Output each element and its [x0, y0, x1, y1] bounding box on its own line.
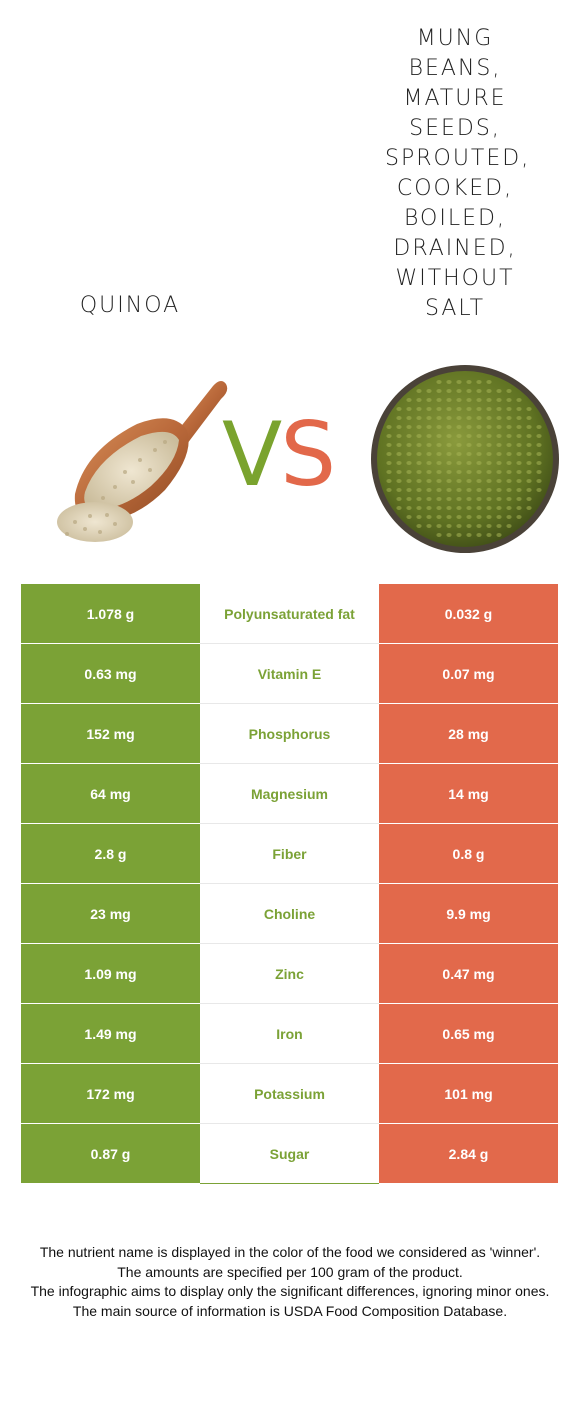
nutrient-name: Sugar [200, 1124, 379, 1184]
comparison-table: 1.078 g Polyunsaturated fat 0.032 g 0.63 mg… [21, 584, 558, 1184]
nutrient-name: Fiber [200, 824, 379, 884]
left-value: 0.63 mg [21, 644, 200, 704]
vs-v: V [222, 403, 282, 506]
right-value: 2.84 g [379, 1124, 558, 1184]
nutrient-name: Magnesium [200, 764, 379, 824]
nutrient-name: Zinc [200, 944, 379, 1004]
table-row: 1.49 mg Iron 0.65 mg [21, 1004, 558, 1064]
table-row: 1.078 g Polyunsaturated fat 0.032 g [21, 584, 558, 644]
left-value: 152 mg [21, 704, 200, 764]
nutrient-name: Iron [200, 1004, 379, 1064]
vs-label: VS [222, 403, 336, 506]
nutrient-name: Choline [200, 884, 379, 944]
footer-line-3: The infographic aims to display only the… [30, 1283, 550, 1299]
quinoa-scoop-icon [57, 380, 228, 542]
table-row: 2.8 g Fiber 0.8 g [21, 824, 558, 884]
mung-beans-bowl-icon [371, 365, 559, 553]
left-value: 1.078 g [21, 584, 200, 644]
table-row: 172 mg Potassium 101 mg [21, 1064, 558, 1124]
nutrient-name: Polyunsaturated fat [200, 584, 379, 644]
right-value: 0.07 mg [379, 644, 558, 704]
table-row: 152 mg Phosphorus 28 mg [21, 704, 558, 764]
left-value: 1.49 mg [21, 1004, 200, 1064]
table-row: 64 mg Magnesium 14 mg [21, 764, 558, 824]
footer-line-4: The main source of information is USDA F… [72, 1302, 508, 1319]
footer-line-2: The amounts are specified per 100 gram o… [117, 1263, 463, 1280]
table-row: 0.63 mg Vitamin E 0.07 mg [21, 644, 558, 704]
right-value: 0.65 mg [379, 1004, 558, 1064]
left-value: 23 mg [21, 884, 200, 944]
footer-line-1: The nutrient name is displayed in the co… [39, 1244, 541, 1260]
left-value: 2.8 g [21, 824, 200, 884]
right-value: 0.8 g [379, 824, 558, 884]
left-value: 64 mg [21, 764, 200, 824]
table-row: 1.09 mg Zinc 0.47 mg [21, 944, 558, 1004]
footer-notes: The nutrient name is displayed in the co… [20, 1243, 560, 1321]
vs-s: S [280, 403, 336, 506]
left-value: 1.09 mg [21, 944, 200, 1004]
table-row: 0.87 g Sugar 2.84 g [21, 1124, 558, 1184]
right-food-name: Mung beans, mature seeds, sprouted, cook… [385, 26, 531, 321]
right-value: 101 mg [379, 1064, 558, 1124]
table-row: 23 mg Choline 9.9 mg [21, 884, 558, 944]
right-value: 0.032 g [379, 584, 558, 644]
nutrient-name: Vitamin E [200, 644, 379, 704]
right-value: 0.47 mg [379, 944, 558, 1004]
left-food-name: Quinoa [79, 293, 181, 318]
nutrient-name: Potassium [200, 1064, 379, 1124]
right-value: 28 mg [379, 704, 558, 764]
nutrient-name: Phosphorus [200, 704, 379, 764]
right-value: 9.9 mg [379, 884, 558, 944]
left-value: 0.87 g [21, 1124, 200, 1184]
right-value: 14 mg [379, 764, 558, 824]
left-value: 172 mg [21, 1064, 200, 1124]
